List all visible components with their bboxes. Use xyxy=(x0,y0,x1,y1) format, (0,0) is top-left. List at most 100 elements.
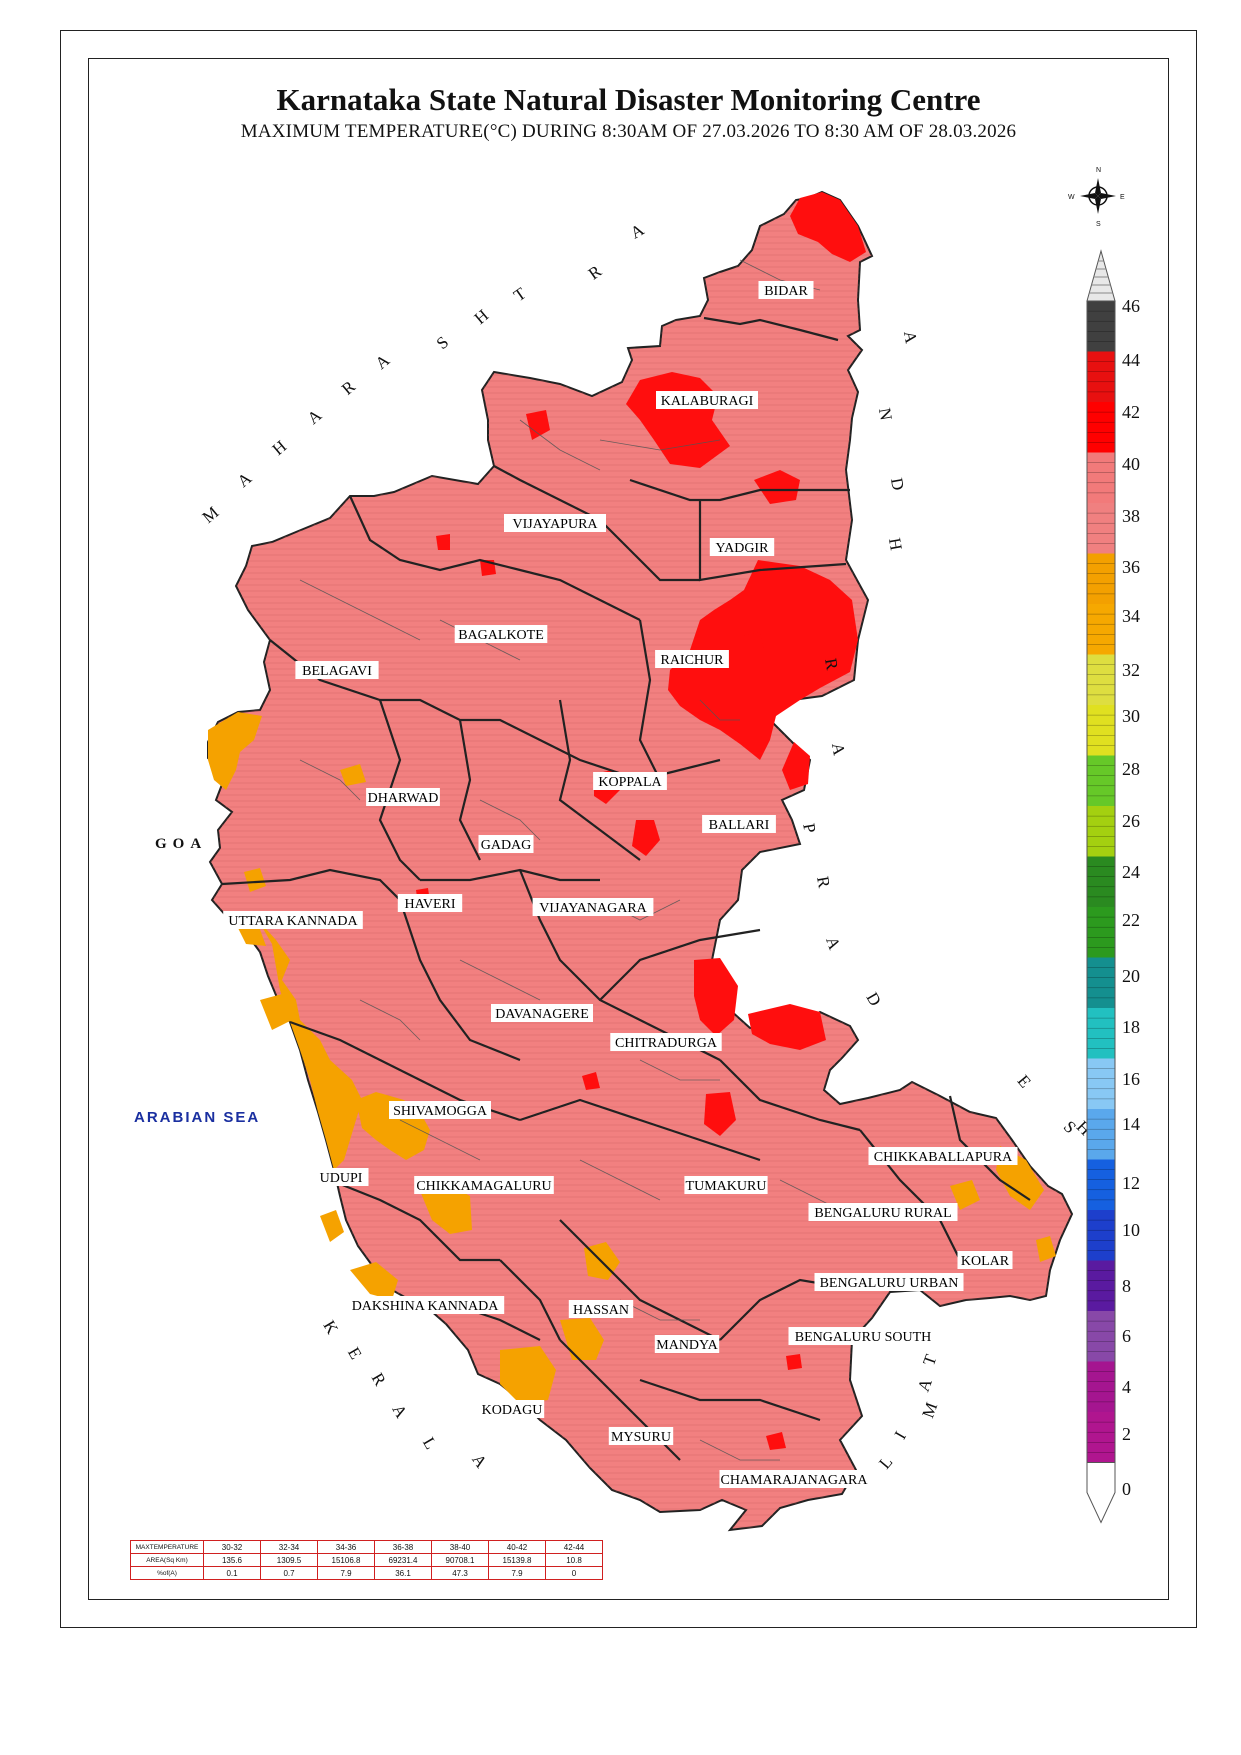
legend-tick-label: 30 xyxy=(1122,706,1140,726)
legend-tick-label: 2 xyxy=(1122,1424,1131,1444)
legend-band-t34_36 xyxy=(1087,553,1115,604)
district-label-koppala: KOPPALA xyxy=(593,772,667,790)
maharashtra-letter: H xyxy=(269,437,291,459)
district-name: DAVANAGERE xyxy=(495,1007,589,1022)
district-name: KODAGU xyxy=(482,1403,543,1418)
maharashtra-letter: A xyxy=(627,220,648,243)
district-labels: BIDAR KALABURAGI VIJAYAPURA YADGIR BAGALKOTE… xyxy=(223,281,1018,1488)
district-name: BIDAR xyxy=(764,284,808,299)
legend-tick-label: 40 xyxy=(1122,454,1140,474)
legend-band-t6_8 xyxy=(1087,1260,1115,1311)
legend-tick-label: 18 xyxy=(1122,1017,1140,1037)
legend-band-t32_34 xyxy=(1087,604,1115,655)
district-name: RAICHUR xyxy=(660,653,724,668)
legend-tick-label: 16 xyxy=(1122,1069,1140,1089)
maharashtra-letter: A xyxy=(304,405,326,428)
range-cell: 40-42 xyxy=(488,1540,546,1554)
tamil-letter: M xyxy=(918,1400,941,1421)
range-cell: 42-44 xyxy=(545,1540,603,1554)
arabian-sea-label: ARABIAN SEA xyxy=(134,1109,260,1126)
andhra-letter: D xyxy=(862,989,885,1009)
legend-band-t22_24 xyxy=(1087,856,1115,907)
percent-cell: 7.9 xyxy=(488,1566,546,1580)
maharashtra-letter: R xyxy=(338,376,359,398)
legend-tick-label: 34 xyxy=(1122,606,1140,626)
percent-cell: 7.9 xyxy=(317,1566,375,1580)
kerala-letter: R xyxy=(368,1370,390,1390)
district-name: SHIVAMOGGA xyxy=(393,1104,488,1119)
range-cell: 36-38 xyxy=(374,1540,432,1554)
area-cell: 15106.8 xyxy=(317,1553,375,1567)
kerala-letter: L xyxy=(419,1434,441,1452)
tamil-letter: L xyxy=(875,1452,896,1472)
compass-s: S xyxy=(1096,221,1101,228)
stats-row-percent: %of(A) 0.1 0.7 7.9 36.1 47.3 7.9 0 xyxy=(130,1566,603,1580)
andhra-letter: R xyxy=(821,657,842,672)
legend-band-t20_22 xyxy=(1087,907,1115,958)
stats-row-header: %of(A) xyxy=(130,1566,204,1580)
district-label-yadgir: YADGIR xyxy=(709,538,775,556)
legend-band-t18_20 xyxy=(1087,957,1115,1008)
district-name: KOPPALA xyxy=(598,775,662,790)
tamil-letter: T xyxy=(919,1351,941,1368)
legend-band-t4_6 xyxy=(1087,1311,1115,1362)
hot-zones xyxy=(416,192,866,1450)
legend-tick-label: 14 xyxy=(1122,1114,1140,1134)
area-cell: 10.8 xyxy=(545,1553,603,1567)
percent-cell: 0.7 xyxy=(260,1566,318,1580)
district-label-vijayapura: VIJAYAPURA xyxy=(504,514,606,532)
outer-frame xyxy=(60,30,1197,1628)
district-label-davanagere: DAVANAGERE xyxy=(491,1004,593,1022)
district-label-hassan: HASSAN xyxy=(568,1300,634,1318)
area-cell: 90708.1 xyxy=(431,1553,489,1567)
district-label-bidar: BIDAR xyxy=(758,281,814,299)
legend-tick-label: 6 xyxy=(1122,1326,1131,1346)
district-name: CHAMARAJANAGARA xyxy=(720,1473,868,1488)
district-label-dakshina-kannada: DAKSHINA KANNADA xyxy=(345,1296,505,1314)
goa-label: GOA xyxy=(155,836,207,852)
andhra-letter: A xyxy=(828,741,849,757)
warm-zones xyxy=(208,712,1056,1404)
district-name: DAKSHINA KANNADA xyxy=(352,1299,500,1314)
legend-band-t30_32 xyxy=(1087,654,1115,705)
legend-outline xyxy=(1086,300,1116,1463)
district-name: TUMAKURU xyxy=(686,1179,767,1194)
district-name: BENGALURU SOUTH xyxy=(795,1330,932,1345)
area-cell: 15139.8 xyxy=(488,1553,546,1567)
district-name: KOLAR xyxy=(961,1254,1010,1269)
district-name: CHIKKAMAGALURU xyxy=(416,1179,551,1194)
percent-cell: 0.1 xyxy=(203,1566,261,1580)
district-name: BALLARI xyxy=(709,818,770,833)
district-label-bengaluru-rural: BENGALURU RURAL xyxy=(808,1203,958,1221)
district-label-chamarajanagara: CHAMARAJANAGARA xyxy=(719,1470,869,1488)
legend-tick-label: 22 xyxy=(1122,910,1140,930)
legend-band-t14_16 xyxy=(1087,1058,1115,1109)
district-label-chitradurga: CHITRADURGA xyxy=(610,1033,722,1051)
district-label-chikkamagaluru: CHIKKAMAGALURU xyxy=(414,1176,554,1194)
district-label-mandya: MANDYA xyxy=(654,1335,720,1353)
area-cell: 69231.4 xyxy=(374,1553,432,1567)
legend-band-t28_30 xyxy=(1087,705,1115,756)
district-name: CHITRADURGA xyxy=(615,1036,718,1051)
legend-tick-label: 46 xyxy=(1122,296,1140,316)
legend-band-t24_26 xyxy=(1087,806,1115,857)
legend-tick-label: 24 xyxy=(1122,862,1140,882)
district-name: VIJAYAPURA xyxy=(512,517,598,532)
legend-band-t26_28 xyxy=(1087,755,1115,806)
percent-cell: 0 xyxy=(545,1566,603,1580)
andhra-letter: D xyxy=(887,476,908,491)
andhra-letter: A xyxy=(900,329,921,345)
andhra-letter: P xyxy=(799,822,819,835)
legend-band-t42_44 xyxy=(1087,351,1115,402)
district-label-dharwad: DHARWAD xyxy=(366,788,440,806)
district-label-ballari: BALLARI xyxy=(702,815,776,833)
compass-n: N xyxy=(1096,167,1101,174)
maharashtra-letter: M xyxy=(199,503,223,527)
district-label-udupi: UDUPI xyxy=(313,1168,369,1186)
legend-tick-label: 8 xyxy=(1122,1276,1131,1296)
kerala-letter: E xyxy=(344,1344,366,1362)
stats-row-ranges: MAXTEMPERATURE 30-32 32-34 34-36 36-38 3… xyxy=(130,1540,603,1554)
legend-tick-label: 38 xyxy=(1122,506,1140,526)
district-name: MANDYA xyxy=(656,1338,718,1353)
